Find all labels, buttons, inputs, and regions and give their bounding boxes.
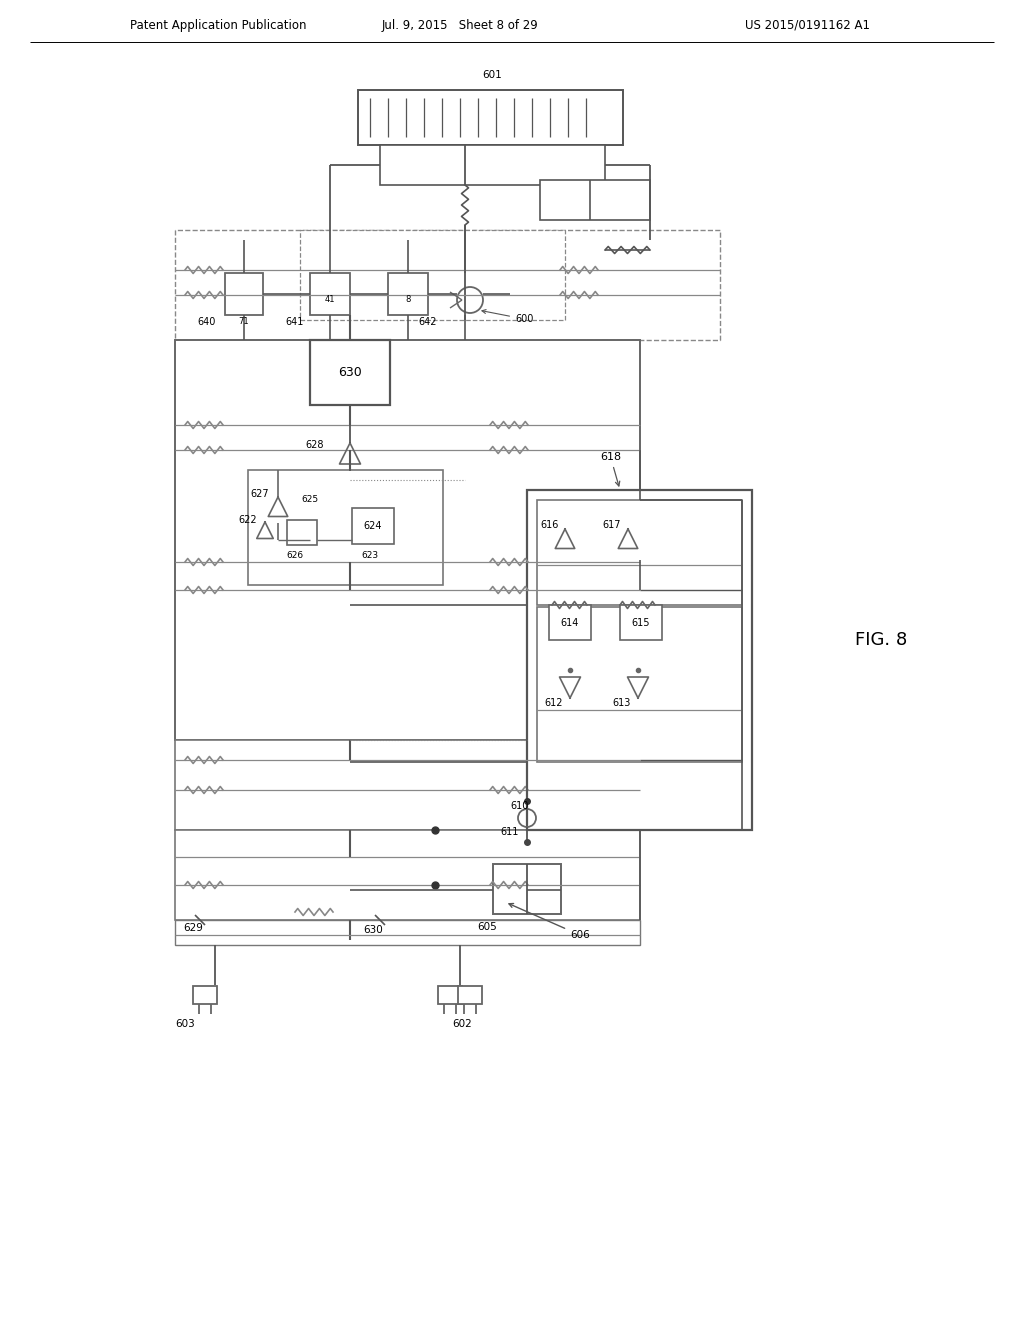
Text: 618: 618 xyxy=(600,451,622,486)
Text: 603: 603 xyxy=(175,1019,195,1030)
Text: 630: 630 xyxy=(338,367,361,380)
Text: 641: 641 xyxy=(286,317,304,327)
Bar xyxy=(537,500,742,605)
Bar xyxy=(175,920,640,945)
Bar xyxy=(248,470,443,585)
Text: 615: 615 xyxy=(632,618,650,628)
Bar xyxy=(310,273,350,315)
Text: US 2015/0191162 A1: US 2015/0191162 A1 xyxy=(745,18,870,32)
Text: 622: 622 xyxy=(239,515,257,525)
Text: FIG. 8: FIG. 8 xyxy=(855,631,907,649)
Bar xyxy=(352,508,394,544)
Bar xyxy=(549,605,591,640)
Bar xyxy=(438,986,462,1005)
Bar xyxy=(175,741,640,830)
Text: 600: 600 xyxy=(482,310,534,323)
Text: 628: 628 xyxy=(306,440,325,450)
Text: 601: 601 xyxy=(482,70,502,81)
Text: 616: 616 xyxy=(541,520,559,531)
Bar xyxy=(527,490,752,830)
Text: 605: 605 xyxy=(477,921,497,932)
Text: 624: 624 xyxy=(364,521,382,531)
Text: 41: 41 xyxy=(325,296,335,305)
Text: 614: 614 xyxy=(561,618,580,628)
Bar xyxy=(310,341,390,405)
Bar xyxy=(388,273,428,315)
Text: 629: 629 xyxy=(183,923,203,933)
Text: 612: 612 xyxy=(545,698,563,708)
Text: 606: 606 xyxy=(509,903,590,940)
Bar xyxy=(380,145,605,185)
Bar xyxy=(300,230,565,319)
Bar xyxy=(175,341,640,741)
Text: 8: 8 xyxy=(406,296,411,305)
Bar xyxy=(620,605,662,640)
Bar xyxy=(458,986,482,1005)
Text: 610: 610 xyxy=(511,801,529,810)
Text: Patent Application Publication: Patent Application Publication xyxy=(130,18,306,32)
Text: 642: 642 xyxy=(419,317,437,327)
Bar xyxy=(225,273,263,315)
Bar xyxy=(537,607,742,762)
Bar xyxy=(493,865,561,913)
Text: 71: 71 xyxy=(239,318,249,326)
Bar xyxy=(287,520,317,545)
Text: 613: 613 xyxy=(612,698,631,708)
Text: 623: 623 xyxy=(361,552,379,561)
Text: 625: 625 xyxy=(301,495,318,504)
Text: 627: 627 xyxy=(251,488,269,499)
Bar xyxy=(175,230,720,341)
Text: 626: 626 xyxy=(287,552,303,561)
Text: 630: 630 xyxy=(364,925,383,935)
Bar xyxy=(193,986,217,1005)
Text: 602: 602 xyxy=(453,1019,472,1030)
Bar xyxy=(540,180,650,220)
Text: 617: 617 xyxy=(603,520,622,531)
Bar xyxy=(358,90,623,145)
Text: 611: 611 xyxy=(501,828,519,837)
Text: 640: 640 xyxy=(198,317,216,327)
Text: Jul. 9, 2015   Sheet 8 of 29: Jul. 9, 2015 Sheet 8 of 29 xyxy=(382,18,539,32)
Bar xyxy=(175,830,640,920)
